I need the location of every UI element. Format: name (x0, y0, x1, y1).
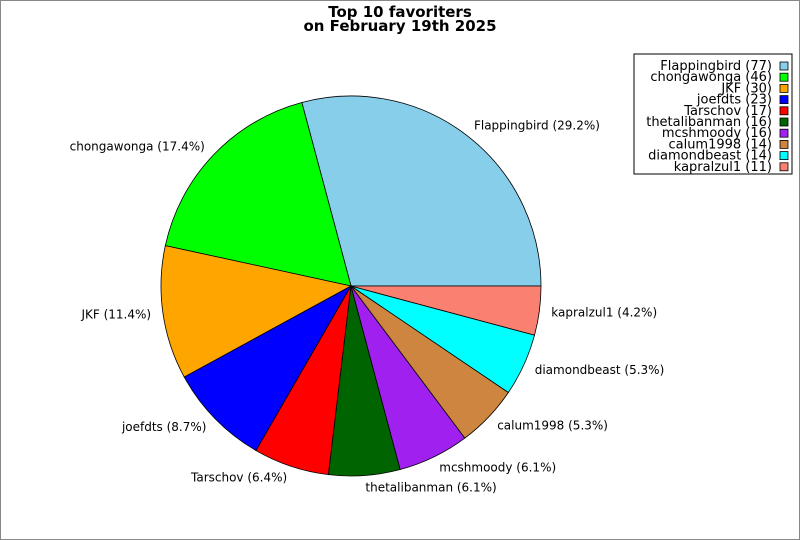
legend-swatch (779, 139, 789, 149)
chart-title-line-2: on February 19th 2025 (303, 17, 496, 35)
slice-label: Flappingbird (29.2%) (474, 119, 600, 133)
slice-label: mcshmoody (6.1%) (439, 461, 556, 475)
slice-label: JKF (11.4%) (80, 308, 151, 322)
legend-swatch (779, 128, 789, 138)
slice-label: kapralzul1 (4.2%) (551, 305, 657, 319)
legend-entry: thetalibanman (16) (646, 115, 772, 130)
slice-label: chongawonga (17.4%) (70, 140, 205, 154)
slice-label: calum1998 (5.3%) (497, 418, 608, 432)
legend-entry: diamondbeast (14) (648, 149, 772, 164)
legend-swatch (779, 61, 789, 71)
legend-entry: Flappingbird (77) (660, 59, 772, 74)
chart-title-line-1: Top 10 favoriters (328, 3, 472, 21)
pie-slice-flappingbird (301, 95, 542, 287)
legend-swatch (779, 84, 789, 93)
legend-swatch (779, 151, 789, 161)
legend-swatch (779, 117, 789, 127)
legend-box (633, 53, 793, 175)
legend-entry: JKF (30) (720, 81, 772, 96)
legend-entry: joefdts (23) (696, 93, 772, 108)
legend-entry: kapralzul1 (11) (674, 160, 772, 175)
slice-label: Tarschov (6.4%) (190, 471, 287, 485)
legend-entry: chongawonga (46) (650, 70, 772, 85)
slice-label: joefdts (8.7%) (121, 420, 207, 434)
pie-slice-chongawonga (164, 101, 352, 287)
legend-swatch (779, 95, 789, 104)
pie-slice-kapralzul1 (350, 285, 542, 336)
legend-swatch (779, 72, 789, 82)
legend-entry: mcshmoody (16) (662, 126, 772, 141)
legend-entry: Tarschov (17) (683, 104, 772, 119)
slice-label: thetalibanman (6.1%) (365, 480, 496, 494)
legend-swatch (779, 106, 789, 116)
legend-swatch (779, 162, 789, 172)
pie-slice-joefdts (183, 284, 353, 452)
legend-entry: calum1998 (14) (668, 137, 772, 152)
slice-label: diamondbeast (5.3%) (535, 363, 665, 377)
pie-slice-jkf (160, 245, 353, 378)
